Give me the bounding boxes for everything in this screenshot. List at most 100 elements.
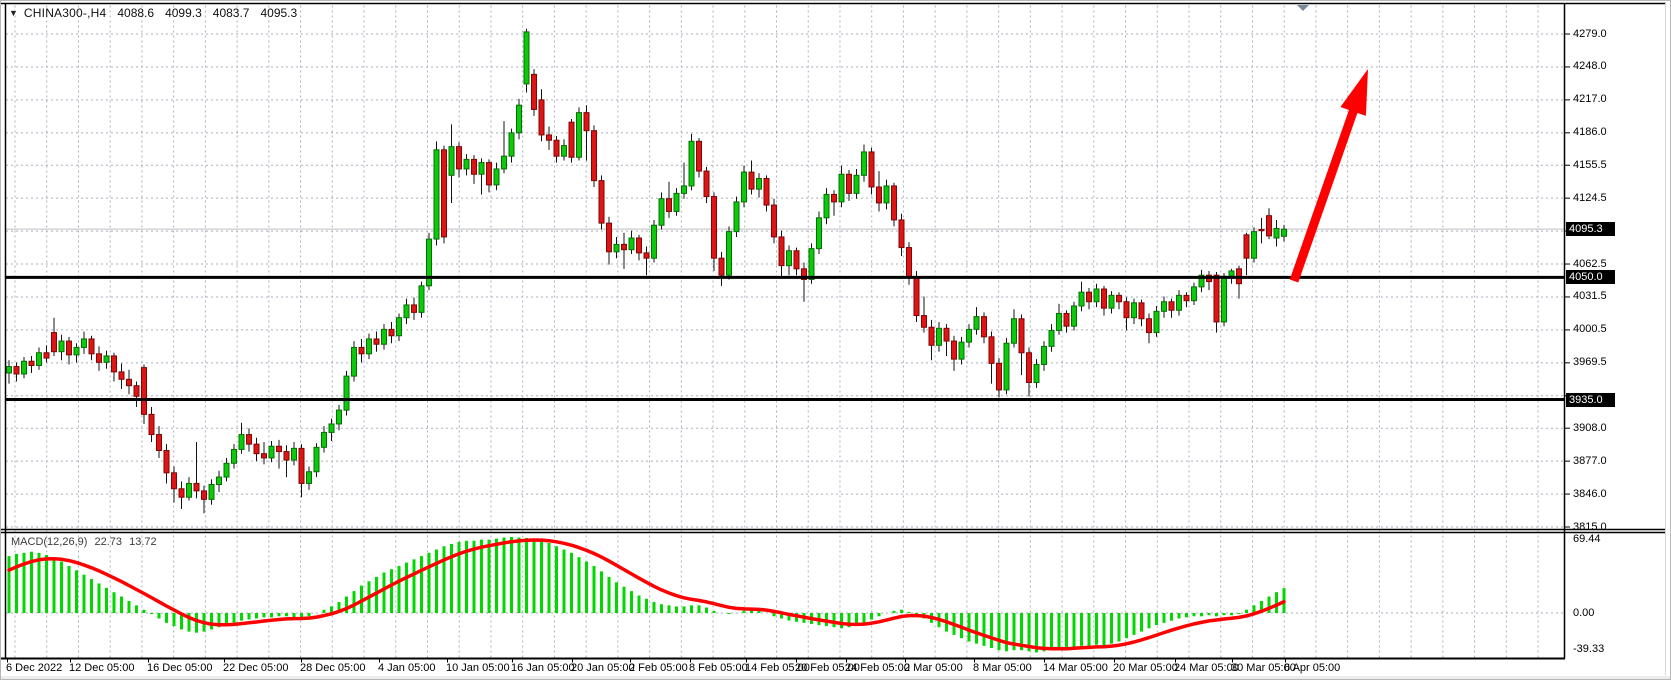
candle bbox=[1116, 294, 1122, 303]
candle bbox=[891, 185, 897, 221]
level-lines bbox=[6, 275, 1564, 401]
chart-shift-marker-icon[interactable] bbox=[1297, 5, 1309, 11]
candle bbox=[1101, 288, 1107, 309]
time-tick-label: 20 Jan 05:00 bbox=[571, 662, 635, 674]
price-box-label: 4050.0 bbox=[1566, 270, 1615, 285]
price-tick-label: 3846.0 bbox=[1573, 487, 1607, 500]
candle bbox=[223, 462, 230, 478]
candle bbox=[681, 185, 687, 194]
candle bbox=[178, 488, 185, 498]
candle bbox=[1056, 312, 1062, 331]
candle bbox=[328, 423, 335, 433]
candle bbox=[403, 304, 410, 319]
candle bbox=[268, 445, 275, 459]
time-tick-label: 2 Mar 05:00 bbox=[904, 662, 963, 674]
candle bbox=[411, 304, 417, 313]
candle bbox=[606, 222, 612, 253]
candle bbox=[786, 250, 792, 267]
price-tick-label: 3969.5 bbox=[1573, 356, 1607, 369]
candle bbox=[463, 158, 470, 170]
candle bbox=[853, 174, 860, 194]
candle bbox=[576, 112, 582, 158]
candle bbox=[996, 362, 1002, 391]
candle bbox=[726, 231, 732, 276]
candle bbox=[1108, 294, 1115, 309]
candle bbox=[1138, 302, 1145, 320]
candle bbox=[628, 237, 635, 251]
candle bbox=[201, 490, 207, 500]
macd-signal-line bbox=[7, 538, 1286, 651]
time-tick-label: 16 Jan 05:00 bbox=[511, 662, 575, 674]
price-tick-label: 3877.0 bbox=[1573, 454, 1607, 467]
candle bbox=[943, 327, 950, 342]
high-value: 4099.3 bbox=[165, 6, 202, 20]
candle bbox=[28, 360, 35, 366]
candle bbox=[913, 276, 920, 317]
candle bbox=[66, 340, 72, 356]
candle bbox=[193, 482, 200, 492]
candle bbox=[1041, 345, 1047, 365]
candle bbox=[253, 443, 260, 455]
time-tick-label: 24 Feb 05:00 bbox=[845, 662, 910, 674]
candle bbox=[861, 151, 867, 176]
candle bbox=[906, 247, 912, 278]
time-tick-label: 14 Feb 05:00 bbox=[745, 662, 810, 674]
price-tick-label: 4279.0 bbox=[1573, 27, 1607, 40]
candle bbox=[336, 409, 342, 425]
candle bbox=[583, 112, 590, 132]
candle bbox=[921, 315, 927, 328]
candle bbox=[538, 99, 545, 136]
candle bbox=[283, 451, 290, 461]
candle bbox=[1198, 274, 1205, 288]
price-box-label: 4095.3 bbox=[1566, 222, 1615, 237]
candle bbox=[553, 139, 560, 157]
candle bbox=[636, 237, 642, 254]
candle bbox=[1243, 234, 1250, 259]
candle bbox=[246, 434, 252, 445]
time-tick-label: 20 Feb 05:00 bbox=[795, 662, 860, 674]
chart-dropdown-icon[interactable]: ▼ bbox=[9, 7, 18, 18]
candle bbox=[388, 328, 395, 337]
candle bbox=[808, 248, 815, 280]
candle bbox=[688, 140, 695, 187]
candle bbox=[156, 434, 162, 451]
candle bbox=[516, 104, 522, 134]
candle bbox=[508, 132, 515, 157]
candle bbox=[36, 352, 42, 366]
candle bbox=[703, 170, 710, 198]
open-value: 4088.6 bbox=[117, 6, 155, 20]
price-tick-label: 3908.0 bbox=[1573, 421, 1607, 434]
candle bbox=[831, 193, 837, 203]
candle bbox=[958, 341, 965, 360]
candle bbox=[261, 453, 267, 459]
candle bbox=[568, 121, 575, 158]
candle bbox=[208, 484, 215, 500]
window-bottom-frame bbox=[1, 676, 1670, 679]
macd-histogram bbox=[7, 537, 1286, 653]
candle bbox=[21, 360, 27, 375]
time-tick-label: 8 Feb 05:00 bbox=[689, 662, 748, 674]
pane-borders bbox=[1, 2, 1666, 660]
window-right-edge bbox=[1665, 3, 1666, 675]
candle bbox=[771, 204, 777, 238]
macd-value-signal: 13.72 bbox=[129, 536, 157, 548]
macd-tick-label: 0.00 bbox=[1573, 607, 1595, 619]
time-tick-label: 4 Jan 05:00 bbox=[378, 662, 436, 674]
candle bbox=[1071, 305, 1077, 327]
candle bbox=[1251, 231, 1257, 259]
candle bbox=[951, 340, 957, 360]
price-tick-label: 4124.5 bbox=[1573, 191, 1607, 204]
symbol-timeframe: CHINA300-,H4 bbox=[23, 6, 107, 20]
candle bbox=[1033, 363, 1040, 383]
candle bbox=[658, 198, 665, 226]
macd-tick-label: 69.44 bbox=[1573, 533, 1601, 545]
candle bbox=[1228, 270, 1235, 277]
axis-ticks bbox=[7, 33, 1570, 663]
candle bbox=[673, 192, 680, 212]
candle bbox=[988, 336, 995, 364]
candle bbox=[546, 134, 552, 141]
candle bbox=[1266, 215, 1272, 237]
candle bbox=[883, 185, 890, 204]
